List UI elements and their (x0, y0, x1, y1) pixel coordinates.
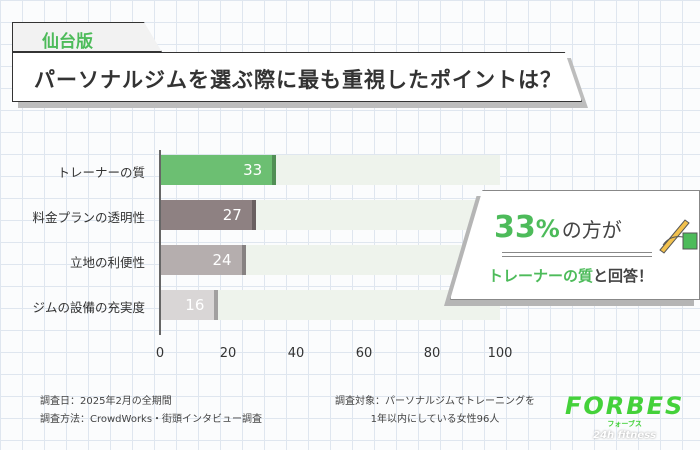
y-axis-line (159, 150, 161, 335)
page-title: パーソナルジムを選ぶ際に最も重視したポイントは？ (34, 68, 562, 92)
bar: 33 (160, 155, 277, 185)
pencil-hand-icon (659, 219, 698, 254)
survey-info-right: 調査対象：パーソナルジムでトレーニングを 1年以内にしている女性96人 (335, 393, 535, 429)
callout-percent: 33% (494, 210, 560, 245)
bar: 27 (160, 200, 256, 230)
callout-headline: 33% の方が (494, 210, 622, 248)
survey-date: 調査日：2025年2月の全期間 (40, 396, 172, 407)
data-label: 33 (243, 161, 263, 179)
data-label: 24 (212, 251, 232, 269)
brand-logo-block: FORBES フォーブス 24h fitness (565, 392, 684, 442)
bar: 16 (160, 290, 219, 320)
data-label: 27 (222, 206, 242, 224)
data-label: 16 (185, 296, 205, 314)
x-tick-label: 100 (487, 346, 513, 361)
brand-logo-sub: 24h fitness (593, 430, 657, 441)
callout-text: の方が (561, 218, 622, 242)
x-tick-label: 0 (155, 346, 165, 361)
x-tick-label: 80 (423, 346, 441, 361)
survey-info-left: 調査日：2025年2月の全期間 調査方法：CrowdWorks・街頭インタビュー… (40, 393, 262, 429)
category-label: 立地の利便性 (69, 255, 145, 270)
category-label: ジムの設備の充実度 (32, 300, 145, 315)
category-label: 料金プランの透明性 (32, 210, 145, 225)
callout-subtext: トレーナーの質と回答！ (488, 267, 654, 285)
bar: 24 (160, 245, 246, 275)
survey-target: 調査対象：パーソナルジムでトレーニングを (335, 396, 535, 407)
x-tick-label: 60 (355, 346, 373, 361)
title-banner: パーソナルジムを選ぶ際に最も重視したポイントは？ (12, 52, 588, 108)
edition-tag: 仙台版 (12, 22, 162, 52)
survey-method: 調査方法：CrowdWorks・街頭インタビュー調査 (40, 414, 263, 425)
category-label: トレーナーの質 (57, 165, 145, 180)
callout-box: 33% の方が トレーナーの質と回答！ (444, 190, 700, 306)
edition-label: 仙台版 (42, 32, 93, 52)
brand-logo: FORBES (565, 392, 685, 420)
survey-sample: 1年以内にしている女性96人 (370, 414, 500, 425)
x-tick-label: 20 (219, 346, 237, 361)
brand-logo-kana: フォーブス (607, 420, 642, 428)
underline (502, 252, 652, 257)
x-tick-label: 40 (287, 346, 305, 361)
